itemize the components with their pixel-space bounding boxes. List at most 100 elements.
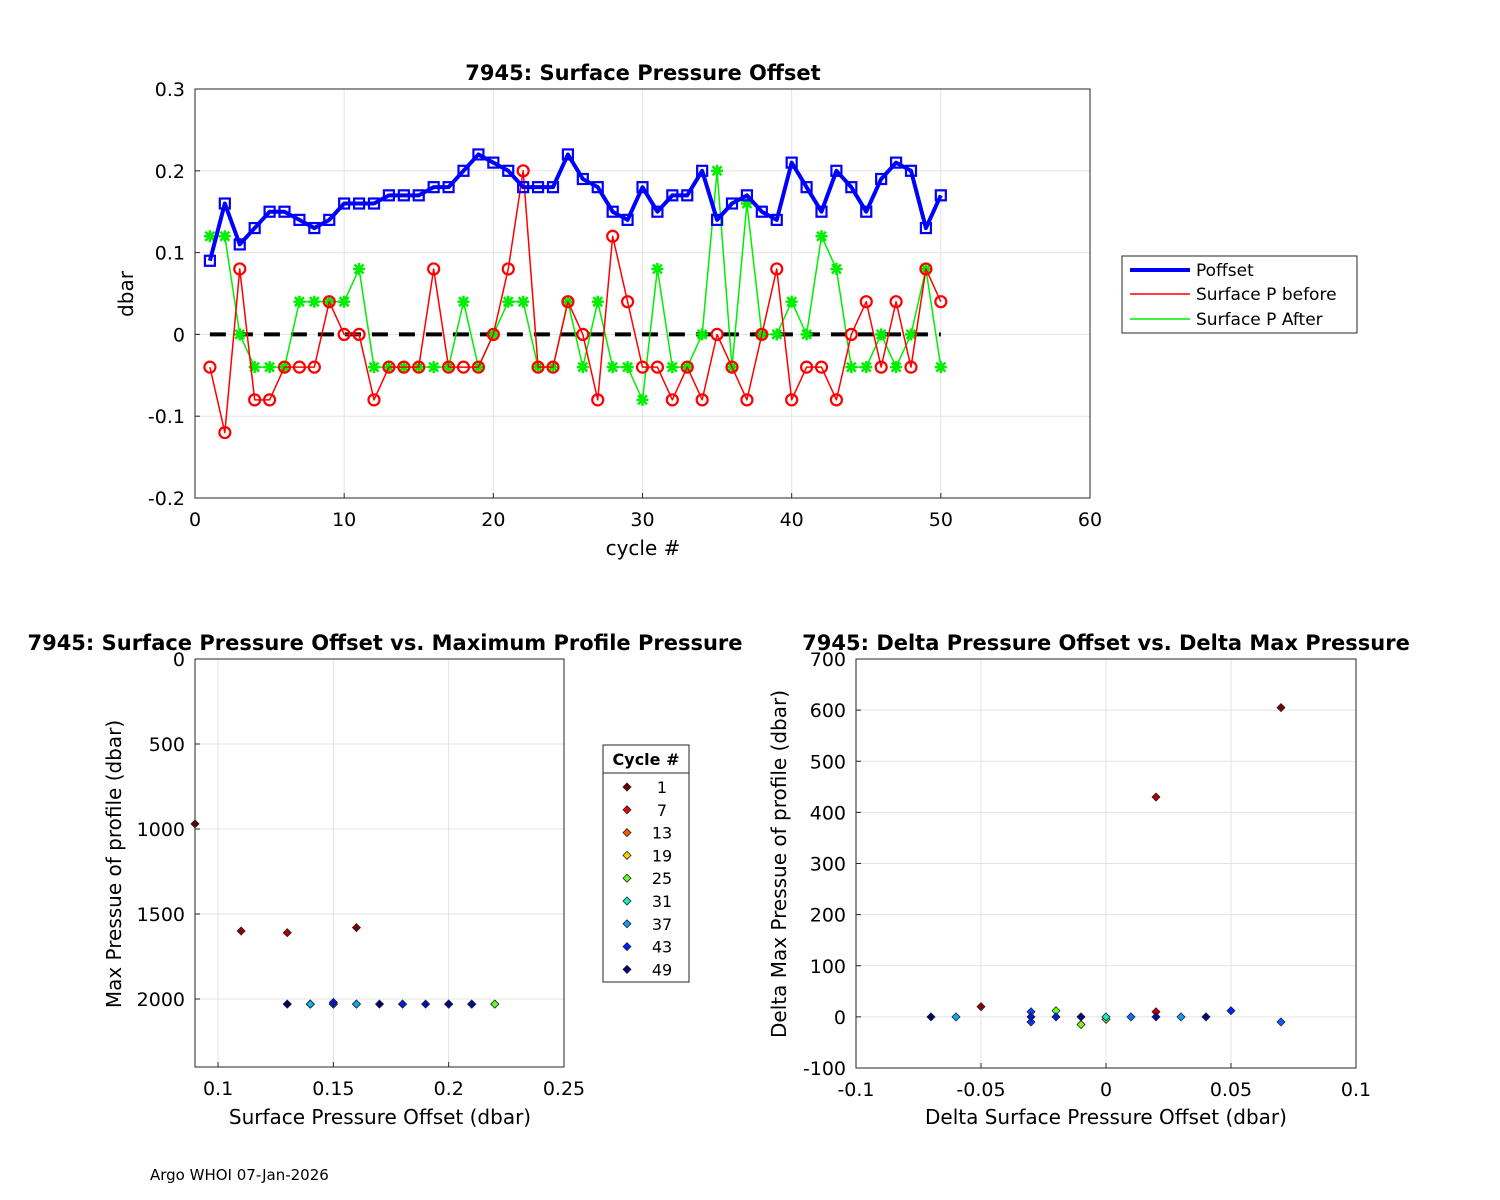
y-tick-label: -100	[803, 1058, 846, 1080]
before-point	[740, 393, 754, 407]
maxp-chart: 0.1 0.15 0.2 0.25 0 500 1000 1500 2000 7945: Sur…	[27, 631, 742, 1129]
poffset-point	[815, 205, 828, 218]
maxp-point	[351, 923, 362, 933]
after-point	[338, 295, 351, 308]
cycle-legend-marker	[622, 942, 632, 952]
x-tick-label: 50	[929, 509, 953, 531]
poffset-point	[681, 189, 694, 202]
footer-credit: Argo WHOI 07-Jan-2026	[150, 1166, 329, 1184]
before-point	[397, 360, 411, 374]
before-point	[665, 393, 679, 407]
before-point	[337, 327, 351, 341]
delta-point	[1276, 703, 1286, 713]
poffset-point	[427, 181, 440, 194]
after-point	[263, 361, 276, 374]
before-point	[770, 262, 784, 276]
poffset-point	[263, 205, 276, 218]
maxp-point	[397, 999, 408, 1009]
delta-point	[926, 1012, 936, 1022]
maxp-point	[305, 999, 315, 1009]
y-tick-label: 600	[810, 700, 846, 722]
y-tick-label: 0	[834, 1007, 846, 1029]
before-point	[352, 327, 366, 341]
maxp-point	[421, 999, 431, 1009]
before-point	[471, 360, 486, 374]
cycle-legend-marker	[622, 964, 632, 974]
maxp-point	[328, 997, 338, 1007]
poffset-point	[397, 189, 410, 202]
after-point	[845, 361, 858, 374]
after-point	[353, 262, 366, 275]
poffset-point	[904, 164, 918, 177]
poffset-point	[203, 254, 217, 267]
before-point	[218, 425, 232, 440]
delta-point	[1151, 792, 1161, 802]
before-point	[650, 360, 665, 374]
cycle-legend-marker	[622, 805, 632, 815]
poffset-point	[621, 213, 634, 226]
after-point	[591, 295, 604, 308]
after-point	[860, 361, 873, 374]
offset-x-axis-label: cycle #	[606, 536, 681, 560]
x-tick-label: 10	[332, 509, 356, 531]
y-tick-label: 300	[810, 854, 846, 876]
x-tick-label: 0.05	[1210, 1079, 1252, 1101]
x-tick-label: 0	[1100, 1079, 1112, 1101]
cycle-legend-box	[602, 744, 690, 983]
x-tick-label: -0.1	[837, 1079, 874, 1101]
before-point	[203, 360, 217, 374]
before-point	[710, 327, 724, 341]
offset-chart: 0 10 20 30 40 50 60 -0.2 -0.1 0 0.1 0.2 0.3 7945: Su…	[114, 61, 1358, 560]
before-point	[635, 360, 650, 374]
before-point	[606, 229, 620, 243]
y-tick-label: 700	[810, 649, 846, 671]
after-point	[800, 328, 813, 341]
before-point	[620, 295, 635, 309]
poffset-point	[517, 181, 530, 194]
before-point	[262, 393, 277, 407]
poffset-point	[666, 189, 679, 202]
after-point	[815, 230, 828, 243]
x-tick-label: 0.15	[312, 1078, 354, 1100]
after-point	[233, 328, 246, 341]
after-point	[368, 361, 380, 374]
before-point	[486, 327, 500, 341]
maxp-point	[374, 999, 385, 1009]
poffset-point	[740, 189, 754, 202]
poffset-point	[710, 213, 724, 226]
delta-point	[1126, 1012, 1136, 1022]
after-point	[203, 230, 216, 243]
y-tick-label: 100	[810, 956, 846, 978]
series-surface-p-before	[203, 164, 948, 440]
delta-x-axis-label: Delta Surface Pressure Offset (dbar)	[925, 1105, 1287, 1129]
poffset-point	[487, 156, 500, 169]
before-point	[277, 360, 292, 374]
maxp-axes-frame	[194, 658, 565, 1068]
delta-point	[1076, 1019, 1086, 1030]
series-poffset	[203, 148, 947, 267]
x-tick-label: 40	[780, 509, 804, 531]
before-point	[427, 262, 441, 276]
after-point	[427, 361, 440, 374]
before-point	[501, 262, 515, 276]
after-point	[517, 295, 530, 308]
poffset-point	[785, 156, 798, 169]
x-tick-label: 0	[189, 509, 201, 531]
after-point	[457, 295, 470, 308]
after-point	[666, 361, 679, 374]
cycle-legend-label: 37	[652, 915, 672, 934]
delta-y-axis-label: Delta Max Pressue of profile (dbar)	[767, 690, 791, 1038]
legend-poffset-label: Poffset	[1196, 261, 1254, 281]
poffset-point	[412, 189, 425, 202]
poffset-point	[233, 238, 246, 251]
before-point	[680, 360, 694, 374]
after-point	[502, 295, 515, 308]
maxp-point	[467, 999, 477, 1009]
cycle-legend-marker	[622, 782, 632, 792]
before-point	[292, 360, 307, 374]
after-point	[711, 164, 724, 177]
delta-point	[1026, 1017, 1036, 1027]
after-point	[934, 361, 947, 374]
x-tick-label: 30	[630, 509, 654, 531]
before-point	[516, 164, 530, 178]
